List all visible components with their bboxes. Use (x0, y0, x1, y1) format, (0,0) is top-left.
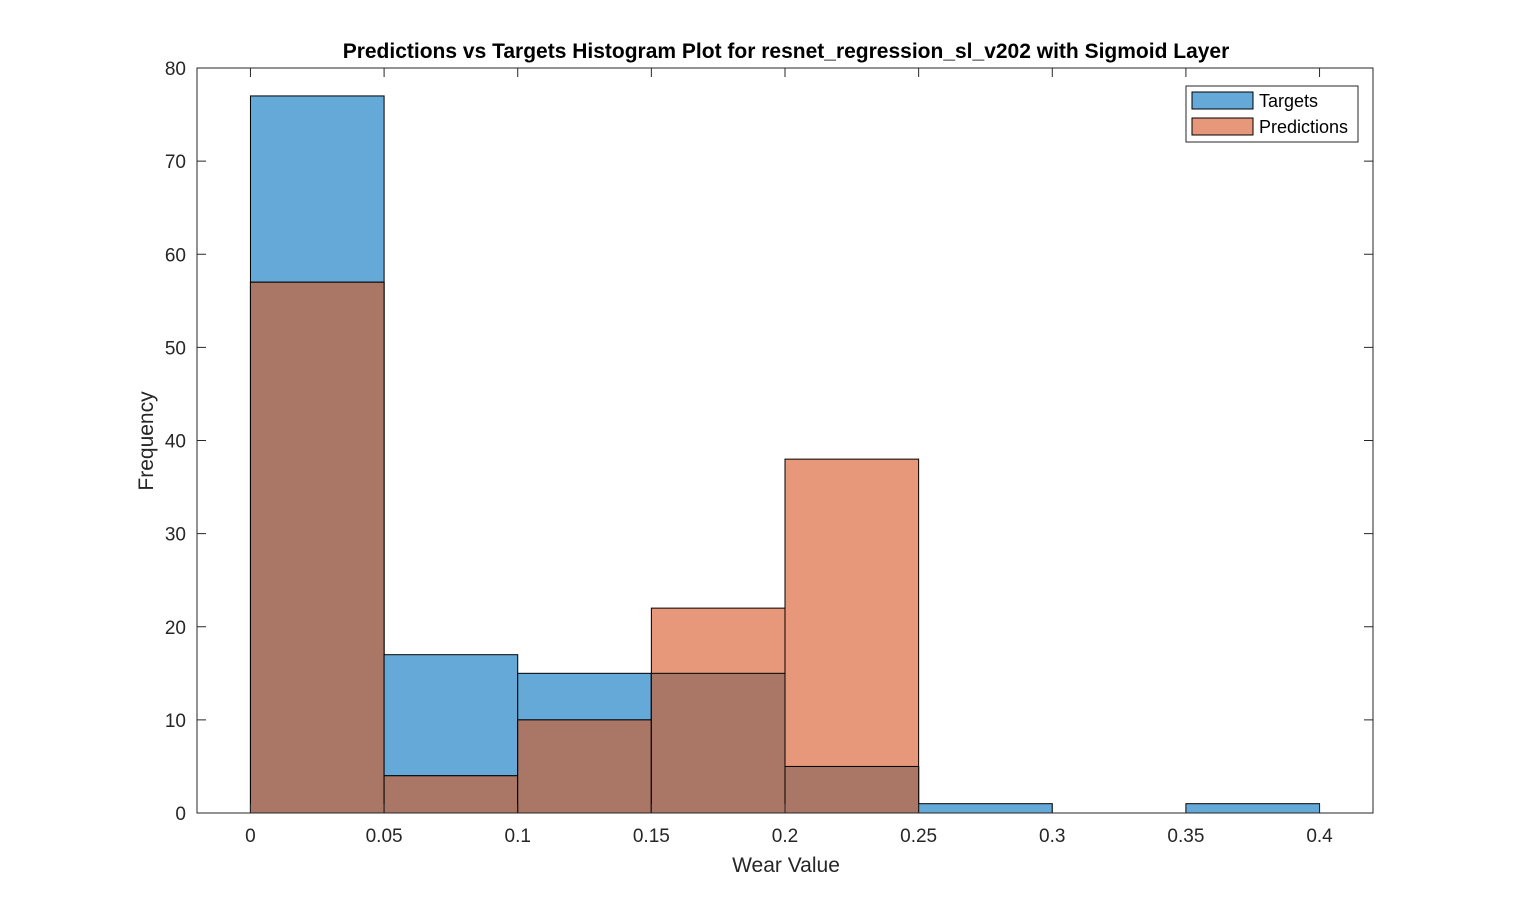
y-tick-label-8: 80 (165, 59, 186, 80)
x-tick-label-8: 0.4 (1306, 826, 1333, 847)
bar-overlap-1 (383, 775, 519, 814)
plot-frame (196, 67, 1374, 814)
legend-label-predictions: Predictions (1259, 117, 1348, 137)
y-tick-label-2: 20 (165, 618, 186, 639)
bar-overlap-2 (517, 719, 652, 814)
bar-overlap-0 (249, 281, 385, 814)
y-axis-label: Frequency (135, 391, 158, 491)
legend-swatch-targets (1191, 91, 1254, 110)
y-tick-label-4: 40 (165, 432, 186, 453)
y-tick-label-5: 50 (165, 338, 186, 359)
x-tick-label-2: 0.1 (505, 826, 531, 847)
legend: Targets Predictions (1185, 85, 1359, 143)
x-tick-label-7: 0.35 (1167, 826, 1204, 847)
x-tick-label-5: 0.25 (900, 826, 937, 847)
y-tick-label-6: 60 (165, 245, 186, 266)
bars-layer (249, 95, 1321, 814)
bar-overlap-4 (784, 765, 920, 814)
bar-predictions-4 (784, 458, 920, 814)
bar-targets-7 (1185, 803, 1321, 814)
x-tick-label-1: 0.05 (366, 826, 403, 847)
x-tick-label-0: 0 (245, 826, 256, 847)
ticks-layer: 0 0.05 0.1 0.15 0.2 0.25 0.3 0.35 0.4 0 10 20 30 40 50… (165, 59, 1373, 847)
x-axis-label: Wear Value (732, 854, 840, 877)
bar-targets-5 (918, 803, 1053, 814)
bar-overlap-3 (650, 672, 786, 814)
y-tick-label-3: 30 (165, 525, 186, 546)
legend-label-targets: Targets (1259, 91, 1318, 111)
y-tick-label-7: 70 (165, 152, 186, 173)
x-tick-label-6: 0.3 (1039, 826, 1065, 847)
legend-swatch-predictions (1191, 117, 1254, 136)
y-tick-label-0: 0 (175, 804, 186, 825)
x-tick-label-3: 0.15 (633, 826, 670, 847)
x-tick-label-4: 0.2 (772, 826, 798, 847)
y-tick-label-1: 10 (165, 711, 186, 732)
chart-title: Predictions vs Targets Histogram Plot fo… (343, 40, 1230, 63)
